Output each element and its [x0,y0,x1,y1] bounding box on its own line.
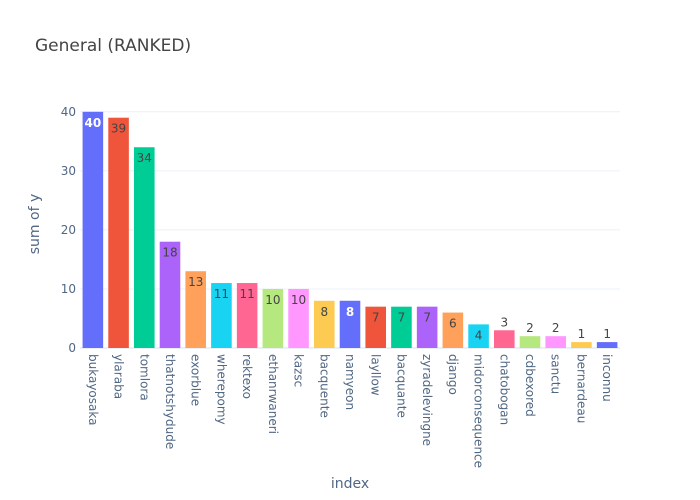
x-tick-label: ylaraba [112,354,126,399]
bar[interactable] [314,300,335,348]
bar[interactable] [365,306,386,348]
y-tick-labels: 0 10 20 30 40 [61,105,76,355]
x-tick-label: sanctu [549,354,563,394]
x-tick-label: exorblue [189,354,203,406]
bar[interactable] [185,271,206,348]
data-label: 3 [500,315,508,329]
data-label: 6 [449,317,457,331]
bar[interactable] [159,241,181,348]
data-label: 7 [398,311,406,325]
data-label: 2 [552,321,560,335]
data-label: 11 [214,287,229,301]
bar[interactable] [262,288,284,348]
data-label: 40 [85,116,102,130]
y-axis-title: sum of y [27,194,43,254]
bar[interactable] [442,312,464,348]
x-tick-label: ethanrwaneri [266,354,280,434]
bar[interactable] [519,336,541,348]
data-label: 10 [265,293,280,307]
data-label: 13 [188,275,203,289]
x-tick-label: bukayosaka [86,354,100,425]
x-tick-label: layllow [369,354,383,396]
x-tick-label: chatobogan [497,354,511,425]
x-tick-label: bacquente [317,354,331,418]
bar[interactable] [108,117,129,348]
y-tick-label: 0 [68,341,76,355]
bar[interactable] [571,342,592,348]
bar[interactable] [468,324,489,348]
data-label: 4 [475,328,483,342]
x-tick-label: thatnotshydude [163,354,177,449]
x-tick-labels: bukayosaka ylaraba tomlora thatnotshydude ex… [86,354,614,468]
bar[interactable] [236,283,258,348]
data-label: 34 [137,151,152,165]
bar[interactable] [494,330,515,348]
bars [82,111,618,348]
bar[interactable] [545,336,566,348]
bar[interactable] [416,306,438,348]
x-tick-label: tomlora [137,354,151,401]
x-tick-label: bernardeau [574,354,588,423]
data-label: 18 [162,246,177,260]
data-label: 8 [346,305,354,319]
y-tick-label: 10 [61,282,76,296]
x-tick-label: midorconsequence [472,354,486,468]
chart-title: General (RANKED) [35,36,191,56]
bar[interactable] [596,342,618,348]
x-tick-label: kazsc [292,354,306,387]
x-axis-title: index [331,476,369,492]
data-label: 10 [291,293,306,307]
bar[interactable] [211,283,232,348]
data-label: 39 [111,122,126,136]
x-tick-label: namyeon [343,354,357,410]
x-tick-label: cdbexored [523,354,537,417]
bar[interactable] [391,306,412,348]
data-label: 11 [240,287,255,301]
data-label: 1 [603,327,611,341]
bar[interactable] [339,300,361,348]
data-label: 1 [578,327,586,341]
bar[interactable] [134,147,155,348]
x-tick-label: wherepomy [214,354,228,425]
bar[interactable] [82,111,104,348]
data-label: 2 [526,321,534,335]
data-label: 8 [320,305,328,319]
x-tick-label: zyradelevingne [420,354,434,446]
x-tick-label: inconnu [600,354,614,402]
x-tick-label: rektexo [240,354,254,399]
data-label: 7 [423,311,431,325]
y-tick-label: 30 [61,164,76,178]
y-tick-label: 40 [61,105,76,119]
x-tick-label: bacquante [394,354,408,418]
bar[interactable] [288,288,309,348]
y-tick-label: 20 [61,223,76,237]
x-tick-label: django [446,354,460,395]
data-label: 7 [372,311,380,325]
